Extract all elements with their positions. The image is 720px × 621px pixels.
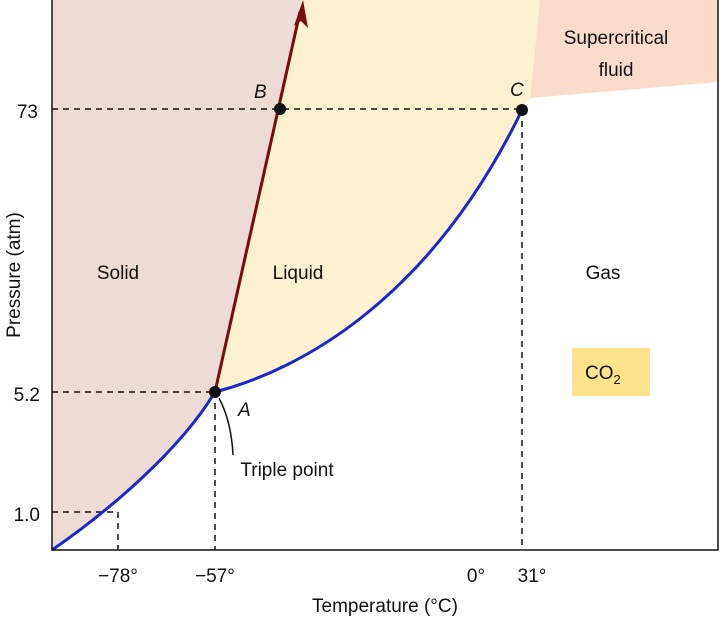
point-a <box>209 386 221 398</box>
formula-subscript: 2 <box>614 372 621 387</box>
point-label: A <box>237 400 251 421</box>
region-label: Supercritical <box>564 28 669 49</box>
region-label: Solid <box>97 263 139 284</box>
sublimation-curve <box>51 391 217 552</box>
x-tick-label: −57° <box>195 566 235 587</box>
y-tick-label: 73 <box>17 102 38 123</box>
solid-region <box>52 0 302 550</box>
formula-box <box>572 348 650 396</box>
axes-frame <box>51 0 719 551</box>
region-label: Gas <box>586 263 621 284</box>
supercritical-region <box>530 0 718 98</box>
melting-line <box>213 11 302 393</box>
point-label: C <box>510 80 524 101</box>
pointer <box>218 397 234 456</box>
region-label: Liquid <box>273 263 324 284</box>
x-tick-label: 0° <box>467 566 485 587</box>
liquid-region <box>215 0 540 392</box>
point-label: B <box>254 82 267 103</box>
y-axis-title: Pressure (atm) <box>4 212 25 338</box>
y-tick-label: 1.0 <box>14 505 40 526</box>
y-tick-label: 5.2 <box>14 385 40 406</box>
x-tick-label: −78° <box>98 566 138 587</box>
x-tick-label: 31° <box>518 566 547 587</box>
formula: CO2 <box>585 363 621 387</box>
x-axis-title: Temperature (°C) <box>312 596 458 617</box>
region-label: fluid <box>599 60 634 81</box>
annotation: Triple point <box>240 460 334 481</box>
vaporization-curve <box>214 109 524 394</box>
point-c <box>516 104 528 116</box>
point-b <box>274 103 286 115</box>
formula-base: CO <box>585 363 614 384</box>
guides <box>52 108 523 550</box>
arrow-head <box>294 0 308 28</box>
